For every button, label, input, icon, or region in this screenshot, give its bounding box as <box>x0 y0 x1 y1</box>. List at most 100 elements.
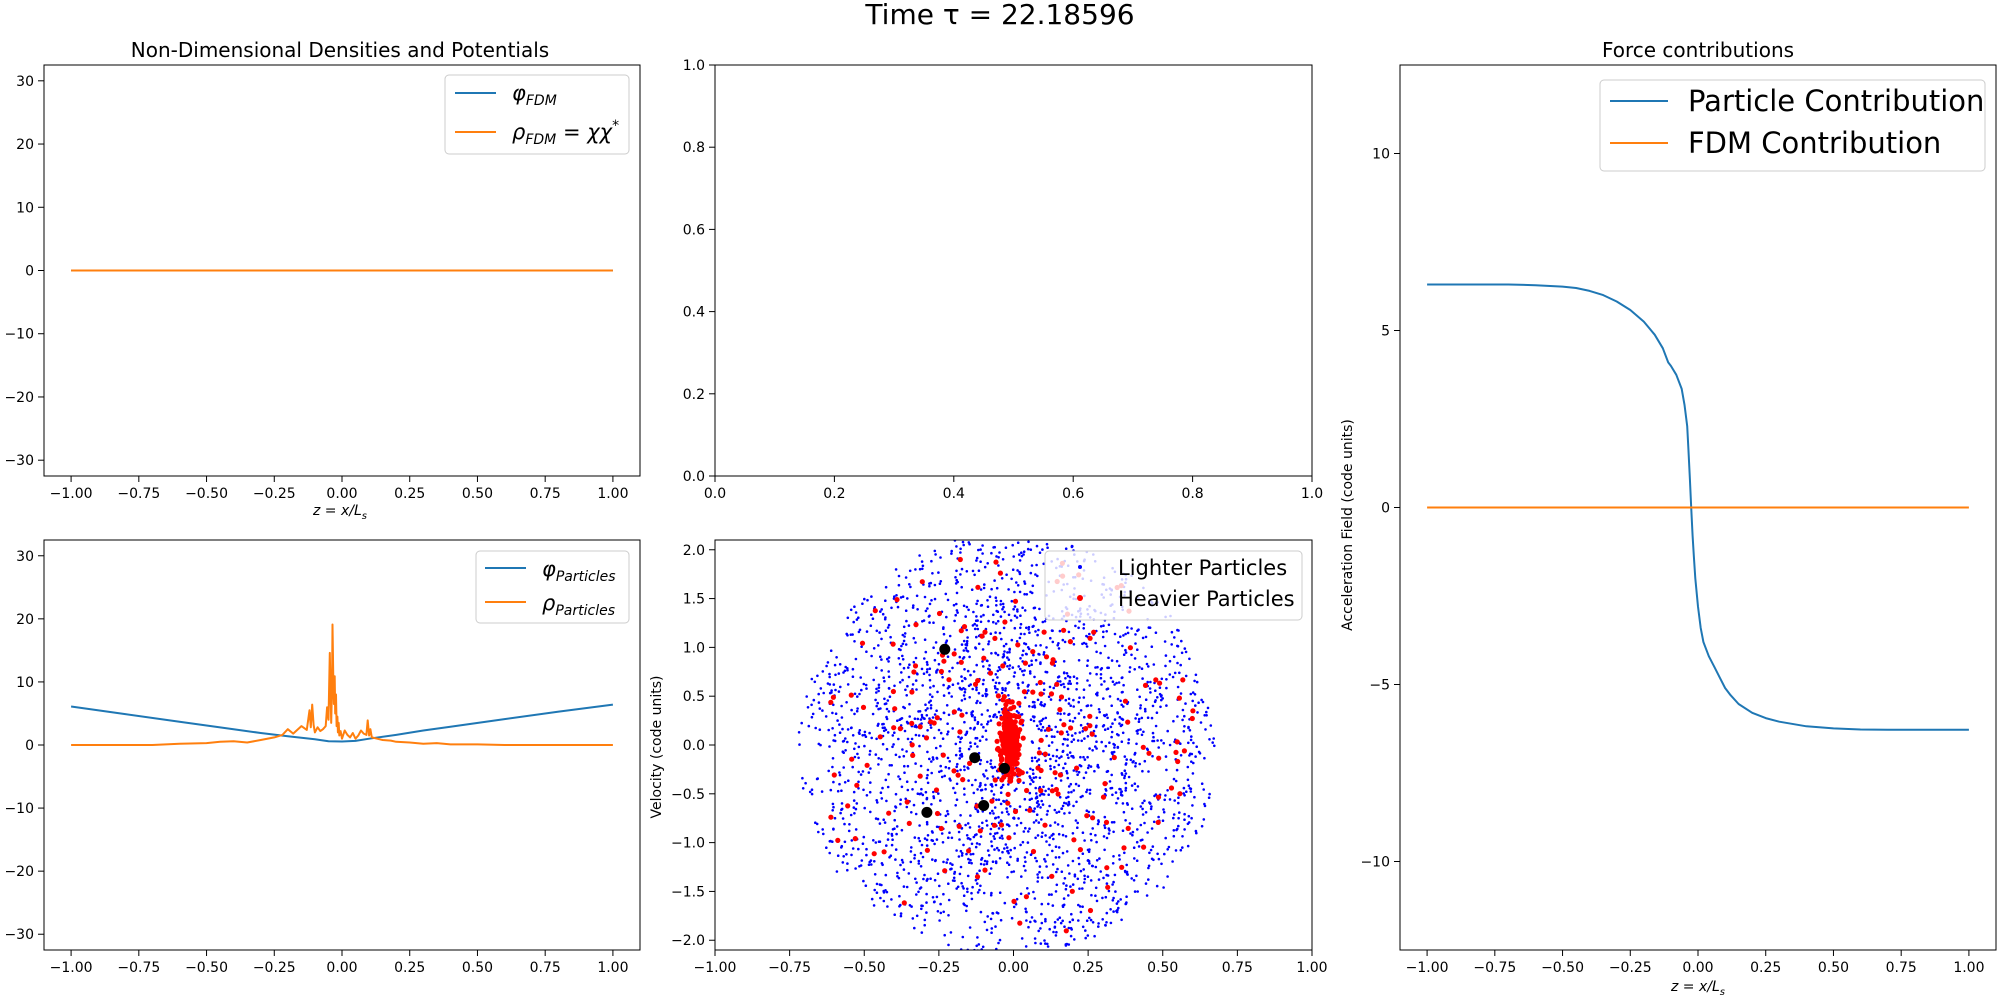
lighter-particle <box>1147 866 1150 870</box>
lighter-particle <box>1087 810 1091 814</box>
lighter-particle <box>838 771 841 774</box>
lighter-particle <box>926 607 929 610</box>
lighter-particle <box>990 551 993 555</box>
lighter-particle <box>1094 734 1097 738</box>
lighter-particle <box>1008 664 1012 667</box>
lighter-particle <box>939 580 943 583</box>
lighter-particle <box>1200 698 1203 702</box>
lighter-particle <box>898 681 902 684</box>
lighter-particle <box>883 821 887 824</box>
heavier-particle <box>1009 728 1016 734</box>
lighter-particle <box>1011 666 1015 669</box>
lighter-particle <box>899 912 903 915</box>
lighter-particle <box>1002 799 1005 803</box>
lighter-particle <box>1055 870 1058 874</box>
lighter-particle <box>1154 699 1157 702</box>
phase-x-tick-label: 0.75 <box>1222 960 1253 976</box>
lighter-particle <box>921 904 924 908</box>
particles-legend: φParticles ρParticles <box>475 550 630 624</box>
lighter-particle <box>822 832 825 836</box>
heavier-particle <box>1012 598 1019 604</box>
lighter-particle <box>902 666 906 670</box>
lighter-particle <box>979 862 983 866</box>
force-y-tick-label: 10 <box>1372 147 1390 163</box>
lighter-particle <box>975 842 979 845</box>
lighter-particle <box>1066 687 1070 691</box>
lighter-particle <box>1063 801 1066 805</box>
lighter-particle <box>888 764 892 767</box>
empty-x-tick-label: 0.2 <box>823 486 845 502</box>
lighter-particle <box>1019 843 1022 847</box>
heavier-particle <box>998 822 1005 828</box>
heavier-particle <box>1058 730 1064 736</box>
lighter-particle <box>1089 832 1093 836</box>
lighter-particle <box>992 812 995 815</box>
lighter-particle <box>936 872 940 875</box>
lighter-particle <box>810 715 814 719</box>
lighter-particle <box>968 542 971 546</box>
heavier-particle <box>1002 716 1009 723</box>
lighter-particle <box>839 685 842 689</box>
lighter-particle <box>1195 680 1199 684</box>
lighter-particle <box>1063 640 1067 644</box>
lighter-particle <box>1118 858 1121 861</box>
lighter-particle <box>978 739 982 742</box>
lighter-particle <box>1118 854 1121 857</box>
lighter-particle <box>1071 832 1075 835</box>
lighter-particle <box>1022 550 1026 553</box>
lighter-particle <box>1137 717 1141 721</box>
lighter-particle <box>933 713 937 716</box>
lighter-particle <box>1078 696 1081 699</box>
lighter-particle <box>1193 795 1196 799</box>
lighter-particle <box>963 787 966 790</box>
lighter-particle <box>906 788 910 792</box>
lighter-particle <box>988 715 992 718</box>
lighter-particle <box>995 798 998 802</box>
lighter-particle <box>1031 715 1035 718</box>
lighter-particle <box>1072 705 1075 708</box>
lighter-particle <box>1054 759 1058 763</box>
lighter-particle <box>1202 818 1206 821</box>
lighter-particle <box>1021 681 1025 684</box>
lighter-particle <box>1025 593 1029 596</box>
lighter-particle <box>1035 544 1039 548</box>
lighter-particle <box>965 904 968 908</box>
lighter-particle <box>1024 808 1028 812</box>
fdm-y-tick-label: 10 <box>16 200 34 216</box>
lighter-particle <box>838 773 842 777</box>
lighter-particle <box>1042 653 1045 656</box>
lighter-particle <box>995 715 998 719</box>
lighter-particle <box>1019 626 1022 630</box>
lighter-particle <box>951 666 954 670</box>
lighter-particle <box>1197 701 1200 704</box>
lighter-particle <box>1110 773 1113 777</box>
lighter-particle <box>1172 655 1176 659</box>
lighter-particle <box>1094 865 1098 869</box>
lighter-particle <box>1086 755 1089 759</box>
lighter-particle <box>981 945 985 949</box>
lighter-particle <box>1077 626 1080 630</box>
empty-y-tick-label: 0.2 <box>683 387 705 403</box>
lighter-particle <box>1032 810 1036 813</box>
lighter-particle <box>960 736 963 740</box>
lighter-particle <box>1113 632 1117 636</box>
lighter-particle <box>1037 747 1041 750</box>
lighter-particle <box>1128 670 1131 674</box>
lighter-particle <box>924 609 928 613</box>
lighter-particle <box>1010 870 1013 874</box>
lighter-particle <box>1147 770 1150 773</box>
lighter-particle <box>1002 952 1005 955</box>
lighter-particle <box>914 877 917 881</box>
lighter-particle <box>995 947 998 950</box>
lighter-particle <box>1128 666 1132 669</box>
lighter-particle <box>962 694 966 697</box>
lighter-particle <box>900 828 904 832</box>
lighter-particle <box>1040 728 1043 732</box>
lighter-particle <box>833 739 837 743</box>
heavier-particle <box>982 867 988 873</box>
lighter-particle <box>1062 660 1066 663</box>
force-panel: Force contributions −1.00 −0.75 −0.50 −0.25… <box>1340 38 1997 998</box>
lighter-particle <box>913 836 917 839</box>
lighter-particle <box>996 669 1000 673</box>
lighter-particle <box>817 692 820 696</box>
